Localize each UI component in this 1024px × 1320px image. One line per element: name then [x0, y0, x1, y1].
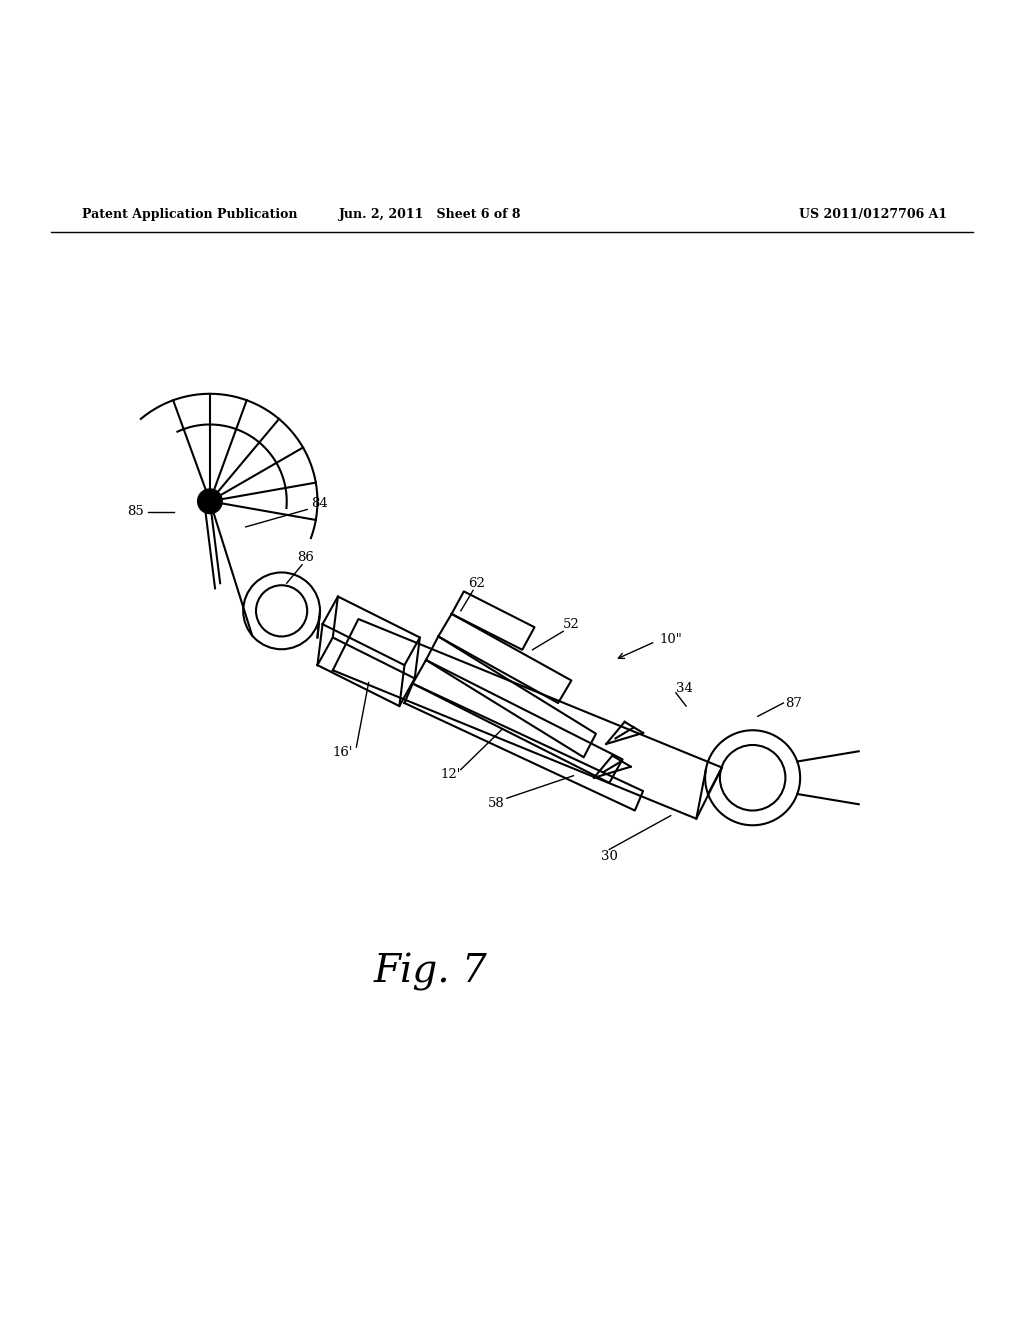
Text: Patent Application Publication: Patent Application Publication [82, 209, 297, 220]
Text: Jun. 2, 2011   Sheet 6 of 8: Jun. 2, 2011 Sheet 6 of 8 [339, 209, 521, 220]
Text: 16': 16' [333, 746, 353, 759]
Text: 52: 52 [563, 618, 580, 631]
Text: 58: 58 [488, 797, 505, 810]
Text: 12': 12' [440, 768, 461, 781]
Text: 62: 62 [468, 577, 484, 590]
Text: US 2011/0127706 A1: US 2011/0127706 A1 [799, 209, 947, 220]
Circle shape [198, 488, 222, 513]
Text: 84: 84 [311, 496, 328, 510]
Text: Fig. 7: Fig. 7 [373, 953, 487, 991]
Text: 34: 34 [676, 682, 692, 696]
Text: 30: 30 [601, 850, 617, 863]
Text: 85: 85 [127, 506, 143, 517]
Text: 86: 86 [297, 552, 313, 564]
Text: 87: 87 [785, 697, 802, 710]
Text: 10": 10" [659, 634, 682, 645]
